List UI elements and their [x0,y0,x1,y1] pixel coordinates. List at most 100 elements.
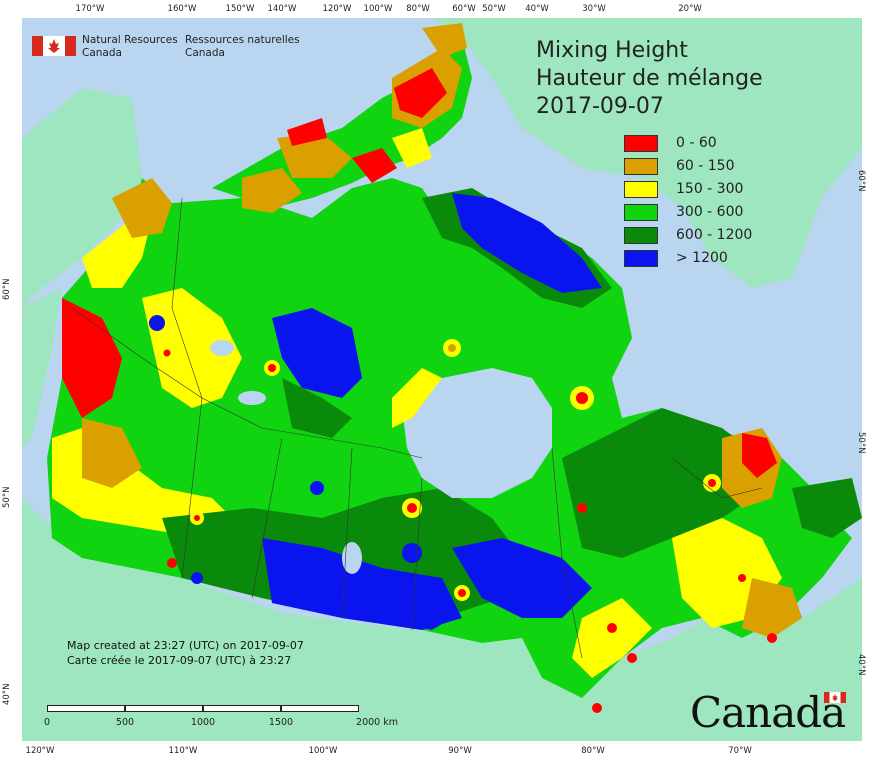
wordmark-text: Canada [690,688,846,737]
ontario-blue [452,538,592,618]
north-orange [422,23,467,58]
provincial-boundary-north [71,307,423,459]
agency-en-line1: Natural Resources [82,34,178,46]
legend: 0 - 60 60 - 150 150 - 300 300 - 600 600 … [624,133,764,271]
arctic-yellow [392,128,432,168]
legend-item: 60 - 150 [624,156,764,179]
graticule-label: 60°N [2,278,12,300]
scale-label: 1000 [190,717,216,728]
graticule-label: 160°W [167,4,197,14]
alaska-land [22,88,142,308]
graticule-label: 110°W [168,746,198,756]
agency-fr-line2: Canada [185,47,225,59]
scale-label: 500 [115,717,135,728]
legend-swatch [624,227,658,244]
provincial-boundary-sk-mb [341,447,353,619]
north-coast-orange [112,178,172,238]
legend-swatch [624,135,658,152]
nwt-darkgreen [282,378,352,438]
labrador-red [742,433,777,478]
yukon-red [62,298,122,418]
provincial-boundary-qc-lb [671,457,763,499]
graticule-label: 50°N [2,486,12,508]
quebec-darkgreen [562,408,762,558]
credit-en: Map created at 23:27 (UTC) on 2017-09-07 [67,639,304,652]
arctic-red [287,118,327,146]
graticule-label: 40°N [856,654,866,676]
agency-name-en: Natural Resources Canada [82,34,178,60]
agency-fr-line1: Ressources naturelles [185,34,300,46]
agency-en-line2: Canada [82,47,122,59]
graticule-label: 120°W [25,746,55,756]
provincial-boundary-mb-on [411,477,423,631]
graticule-label: 40°W [525,4,549,14]
legend-item: 0 - 60 [624,133,764,156]
legend-label: > 1200 [676,250,728,266]
legend-item: 150 - 300 [624,179,764,202]
graticule-label: 150°W [225,4,255,14]
lake-winnipeg [342,542,362,574]
scale-segment [47,705,125,712]
graticule-label: 50°N [856,432,866,454]
maritimes-orange [742,578,802,638]
legend-item: 600 - 1200 [624,225,764,248]
title-en: Mixing Height [536,38,688,63]
graticule-label: 50°W [482,4,506,14]
provincial-boundary-ab-sk [251,437,283,599]
scale-label: 0 [43,717,51,728]
graticule-label: 80°W [581,746,605,756]
nwt-blue [272,308,362,398]
scale-label: 1500 [268,717,294,728]
legend-label: 150 - 300 [676,181,744,197]
graticule-label: 100°W [308,746,338,756]
legend-swatch [624,158,658,175]
scale-label: 2000 km [356,717,398,728]
baffin-blue [452,193,602,293]
graticule-label: 100°W [363,4,393,14]
credit-fr: Carte créée le 2017-09-07 (UTC) à 23:27 [67,654,292,667]
title-date: 2017-09-07 [536,94,664,119]
bc-orange [82,418,142,488]
legend-label: 300 - 600 [676,204,744,220]
graticule-label: 80°W [406,4,430,14]
central-blue [382,578,452,630]
ellesmere-red [394,68,447,118]
legend-item: > 1200 [624,248,764,271]
title-fr: Hauteur de mélange [536,66,763,91]
scale-segment [203,705,281,712]
newfoundland-darkgreen [792,478,862,538]
graticule-label: 90°W [448,746,472,756]
legend-swatch [624,250,658,267]
graticule-label: 30°W [582,4,606,14]
map-credit: Map created at 23:27 (UTC) on 2017-09-07… [67,638,304,668]
nwt-yellow [142,288,242,408]
graticule-label: 120°W [322,4,352,14]
graticule-label: 170°W [75,4,105,14]
alaska-panhandle-land [22,288,62,448]
scale-bar: 0 500 1000 1500 2000 km [43,705,398,731]
banks-orange [242,168,302,213]
arctic-red-2 [352,148,397,183]
hudson-yellow [392,368,442,428]
legend-label: 600 - 1200 [676,227,753,243]
wordmark-flag-icon [824,692,846,703]
map-canvas [22,18,862,741]
canada-wordmark: Canada [690,690,850,736]
arctic-islands-land [212,38,472,208]
graticule-label: 70°W [728,746,752,756]
usa-land [22,498,862,741]
great-slave-lake [238,391,266,405]
provincial-boundary-on-qc [551,447,583,659]
greenland-land [432,18,862,288]
graticule-label: 60°W [452,4,476,14]
mixing-height-map [22,18,862,741]
canada-flag-icon [32,36,76,56]
legend-swatch [624,204,658,221]
graticule-label: 60°N [856,170,866,192]
hudson-bay [402,368,552,498]
provincial-boundary-west [171,197,203,579]
legend-label: 60 - 150 [676,158,735,174]
great-bear-lake [210,340,234,356]
great-lakes-yellow [572,598,652,678]
